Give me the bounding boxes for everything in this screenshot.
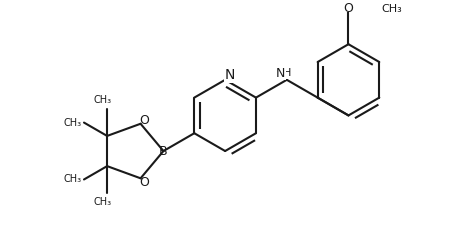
Text: O: O	[139, 114, 149, 126]
Text: CH₃: CH₃	[63, 118, 81, 128]
Text: CH₃: CH₃	[381, 4, 402, 14]
Text: N: N	[276, 67, 285, 80]
Text: O: O	[139, 175, 149, 189]
Text: CH₃: CH₃	[63, 174, 81, 185]
Text: B: B	[159, 144, 168, 157]
Text: CH₃: CH₃	[94, 95, 112, 105]
Text: N: N	[225, 68, 235, 82]
Text: O: O	[344, 2, 353, 15]
Text: H: H	[282, 68, 291, 78]
Text: CH₃: CH₃	[94, 197, 112, 207]
